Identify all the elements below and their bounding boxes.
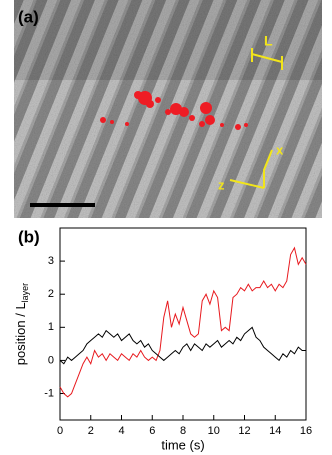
length-label: L	[264, 33, 273, 49]
x-tick-label: 6	[149, 425, 155, 437]
x-tick-label: 4	[118, 425, 124, 437]
x-axis-label: x	[276, 142, 284, 157]
micrograph: L x z (a)	[14, 0, 322, 218]
shade	[14, 0, 322, 80]
y-tick-label: 3	[48, 255, 54, 267]
data-line	[59, 246, 307, 398]
y-tick-label: -1	[44, 387, 54, 399]
plot-frame	[59, 227, 307, 421]
x-tick-label: 16	[300, 425, 312, 437]
x-axis-title: time (s)	[161, 437, 204, 452]
x-tick-label: 12	[238, 425, 250, 437]
z-axis-label: z	[218, 177, 225, 192]
panel-label: (a)	[18, 7, 39, 26]
x-tick-label: 8	[180, 425, 186, 437]
y-axis-title-sub: layer	[20, 283, 30, 303]
particle-track	[100, 91, 248, 130]
data-line	[59, 326, 306, 365]
x-tick-label: 14	[269, 425, 281, 437]
y-tick-label: 2	[48, 288, 54, 300]
y-tick-label: 0	[48, 354, 54, 366]
x-tick-label: 2	[88, 425, 94, 437]
y-axis-title-main: position / L	[13, 302, 28, 365]
y-axis-title: position / Llayer	[13, 283, 30, 365]
y-tick-label: 1	[48, 321, 54, 333]
annotations	[229, 48, 283, 189]
panel-label: (b)	[18, 227, 40, 246]
x-tick-label: 10	[208, 425, 220, 437]
x-tick-label: 0	[57, 425, 63, 437]
